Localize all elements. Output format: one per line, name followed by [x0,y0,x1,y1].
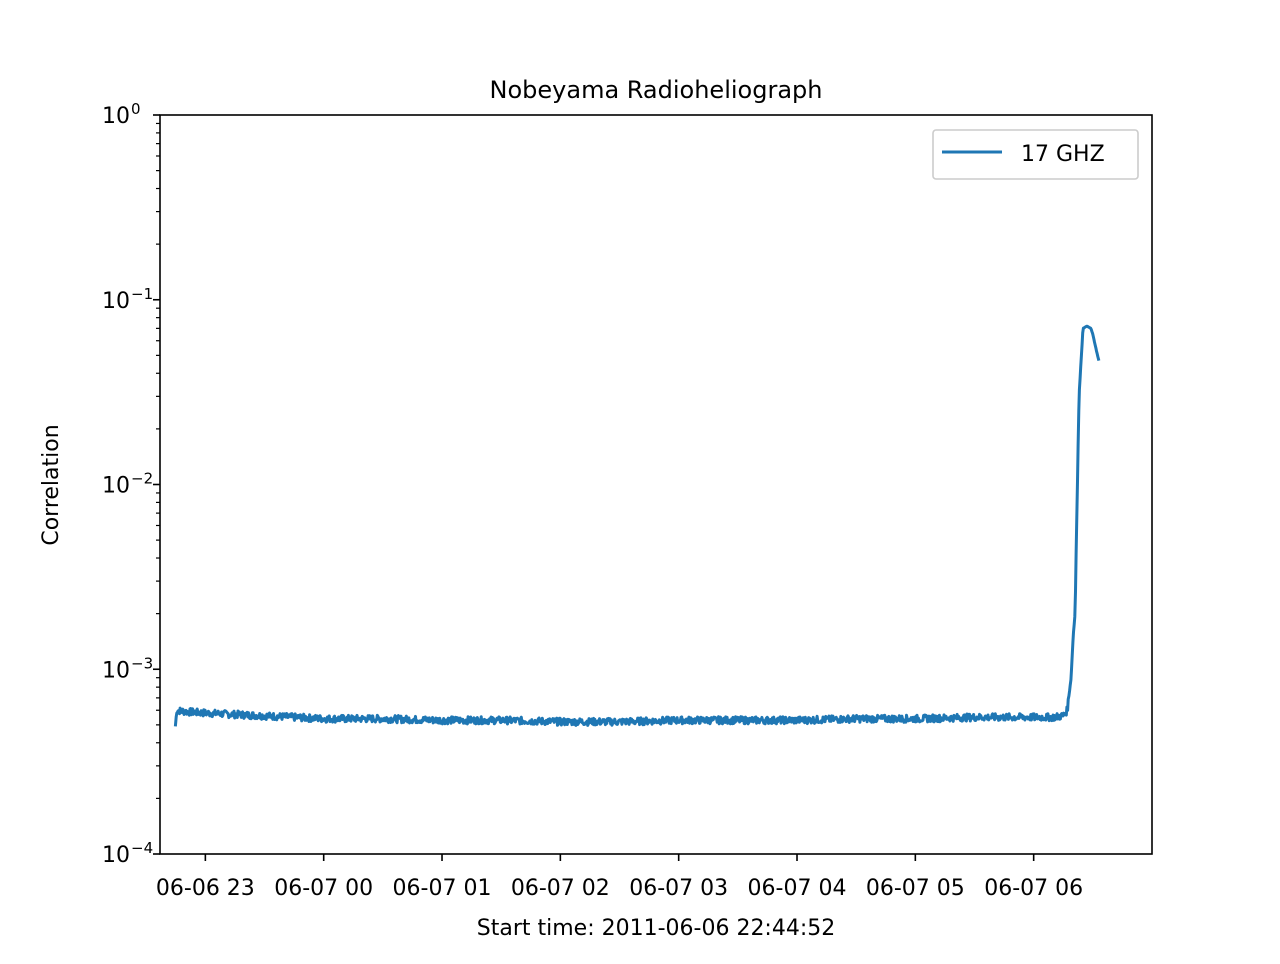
y-axis-label: Correlation [39,424,64,545]
x-tick-label: 06-07 00 [274,876,373,901]
y-tick-exponent: −1 [131,285,153,303]
x-tick-label: 06-07 01 [393,876,492,901]
y-tick-label: 10 [102,843,130,868]
legend: 17 GHZ [932,129,1139,180]
legend-box [932,129,1139,180]
y-tick-label: 10 [102,104,130,129]
x-axis-label: Start time: 2011-06-06 22:44:52 [477,916,836,941]
y-tick-label: 10 [102,658,130,683]
x-tick-label: 06-07 05 [866,876,965,901]
series-line-17-ghz [173,324,1101,727]
x-tick-label: 06-07 02 [511,876,610,901]
y-tick-exponent: −2 [131,470,153,488]
plot-area [173,324,1101,727]
legend-label: 17 GHZ [1021,142,1105,167]
y-tick-label: 10 [102,289,130,314]
x-tick-label: 06-06 23 [156,876,255,901]
x-axis: 06-06 23 06-07 00 06-07 01 06-07 02 06-07 03… [156,854,1083,901]
y-tick-label: 10 [102,474,130,499]
x-tick-label: 06-07 03 [629,876,728,901]
x-tick-label: 06-07 06 [984,876,1083,901]
chart-title: Nobeyama Radioheliograph [490,76,823,104]
y-tick-exponent: 0 [131,100,141,118]
y-tick-exponent: −3 [131,654,153,672]
x-tick-label: 06-07 04 [748,876,847,901]
y-tick-exponent: −4 [131,839,153,857]
